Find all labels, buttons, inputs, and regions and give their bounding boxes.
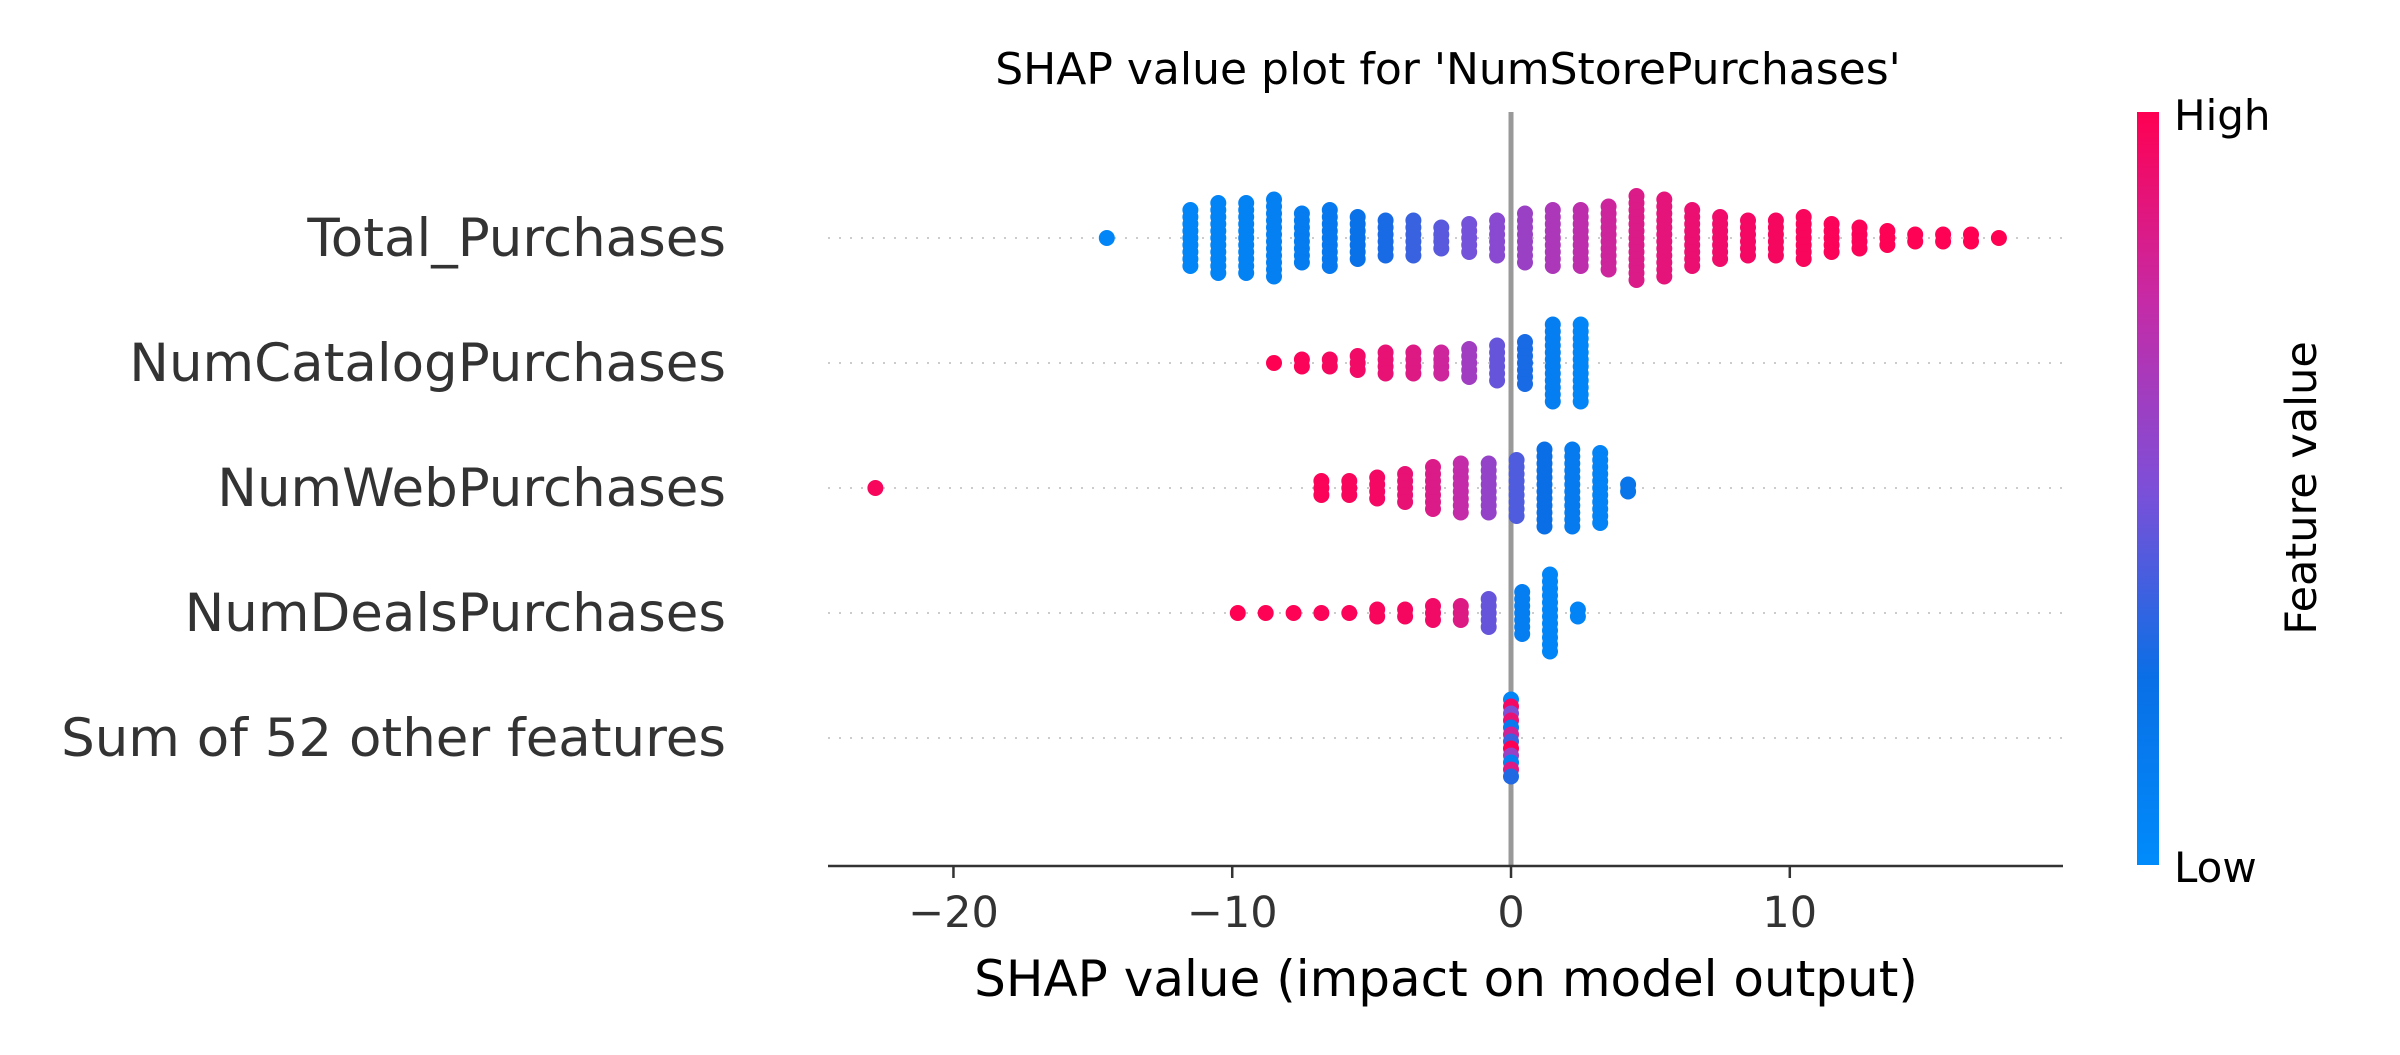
- x-tick-label: −20: [908, 888, 999, 938]
- shap-dot: [1341, 487, 1358, 503]
- feature-label-numwebpurchases: NumWebPurchases: [217, 458, 726, 519]
- shap-dot: [1349, 251, 1366, 267]
- shap-dot: [1293, 254, 1310, 271]
- shap-dot: [1544, 393, 1561, 410]
- shap-dot: [1377, 365, 1394, 382]
- shap-dot: [1313, 605, 1330, 621]
- shap-dot: [1405, 247, 1422, 264]
- shap-dot: [1098, 230, 1115, 246]
- shap-dot: [1542, 643, 1558, 660]
- shap-dot: [1620, 483, 1637, 500]
- shap-dot: [1795, 251, 1812, 267]
- x-tick-label: −10: [1187, 888, 1278, 938]
- shap-dot: [1293, 358, 1310, 375]
- row-guides: [828, 237, 2063, 739]
- shap-dot: [1572, 393, 1589, 410]
- shap-dot: [867, 480, 884, 496]
- shap-dot: [1461, 369, 1478, 385]
- shap-dot: [1514, 626, 1531, 642]
- shap-dot: [1517, 376, 1533, 392]
- shap-dot: [1823, 244, 1840, 260]
- shap-dot: [1480, 619, 1497, 635]
- shap-dot: [1285, 605, 1302, 621]
- colorbar-high-label: High: [2174, 91, 2271, 140]
- feature-label-total-purchases: Total_Purchases: [306, 208, 726, 269]
- shap-dot: [1572, 258, 1589, 274]
- feature-label-numdealspurchases: NumDealsPurchases: [185, 583, 726, 644]
- shap-dot: [1740, 247, 1756, 264]
- colorbar-low-label: Low: [2174, 843, 2257, 892]
- shap-dot: [1425, 612, 1441, 628]
- dots-sum-of-52-other-features: [1503, 691, 1519, 785]
- shap-dot: [1684, 258, 1701, 274]
- beeswarm-dots: [867, 188, 2007, 785]
- shap-dot: [1313, 487, 1330, 503]
- shap-dot: [1508, 508, 1525, 524]
- shap-dot: [1503, 768, 1519, 785]
- x-tick-label: 0: [1497, 888, 1524, 938]
- shap-dot: [1461, 244, 1478, 260]
- dots-numdealspurchases: [1229, 566, 1586, 660]
- shap-dot: [1907, 233, 1924, 250]
- shap-dot: [1536, 518, 1553, 535]
- shap-dot: [1592, 515, 1609, 531]
- shap-dot: [1349, 362, 1366, 378]
- shap-dot: [1480, 504, 1497, 521]
- shap-dot: [1433, 365, 1450, 382]
- chart-title: SHAP value plot for 'NumStorePurchases': [995, 44, 1900, 95]
- shap-dot: [1767, 247, 1784, 264]
- shap-dot: [1712, 251, 1729, 267]
- colorbar: High Low Feature value: [2137, 91, 2327, 892]
- shap-dot: [1879, 237, 1896, 253]
- shap-dot: [1656, 268, 1673, 285]
- feature-label-numcatalogpurchases: NumCatalogPurchases: [129, 333, 726, 394]
- shap-dot: [1433, 240, 1450, 257]
- feature-label-sum-of-52-other-features: Sum of 52 other features: [61, 708, 726, 769]
- shap-dot: [1397, 494, 1414, 510]
- shap-dot: [1377, 247, 1394, 264]
- shap-dot: [1266, 268, 1282, 285]
- shap-dot: [1963, 233, 1979, 250]
- colorbar-gradient: [2137, 112, 2159, 865]
- shap-dot: [1489, 247, 1506, 264]
- shap-dot: [1851, 240, 1868, 257]
- shap-dot: [1397, 608, 1414, 625]
- x-axis-label: SHAP value (impact on model output): [974, 950, 1918, 1008]
- shap-dot: [1517, 254, 1533, 271]
- shap-dot: [1257, 605, 1274, 621]
- shap-dot: [1452, 504, 1469, 521]
- shap-dot: [1341, 605, 1358, 621]
- shap-dot: [1564, 518, 1581, 535]
- shap-dot: [1544, 258, 1561, 274]
- shap-dot: [1569, 608, 1586, 625]
- shap-dot: [1229, 605, 1246, 621]
- colorbar-title: Feature value: [2277, 341, 2327, 635]
- shap-dot: [1600, 261, 1617, 278]
- dots-total-purchases: [1098, 188, 2007, 288]
- x-ticks: −20 −10 0 10: [908, 866, 1817, 938]
- shap-dot: [1182, 258, 1199, 274]
- feature-labels: Total_Purchases NumCatalogPurchases NumWeb…: [61, 208, 726, 769]
- shap-dot: [1321, 258, 1338, 274]
- shap-dot: [1321, 358, 1338, 375]
- shap-dot: [1405, 365, 1422, 382]
- shap-dot: [1935, 233, 1952, 250]
- dots-numcatalogpurchases: [1266, 316, 1589, 410]
- shap-dot: [1369, 608, 1386, 625]
- shap-dot: [1238, 265, 1255, 281]
- shap-dot: [1489, 372, 1506, 389]
- shap-dot: [1425, 501, 1441, 517]
- shap-dot: [1369, 490, 1386, 507]
- dots-numwebpurchases: [867, 441, 1637, 535]
- shap-dot: [1990, 230, 2007, 246]
- shap-dot: [1628, 272, 1645, 288]
- x-axis: −20 −10 0 10: [828, 864, 2063, 938]
- shap-dot: [1452, 612, 1469, 628]
- shap-dot: [1210, 265, 1227, 281]
- shap-dot: [1266, 355, 1282, 371]
- x-tick-label: 10: [1762, 888, 1817, 938]
